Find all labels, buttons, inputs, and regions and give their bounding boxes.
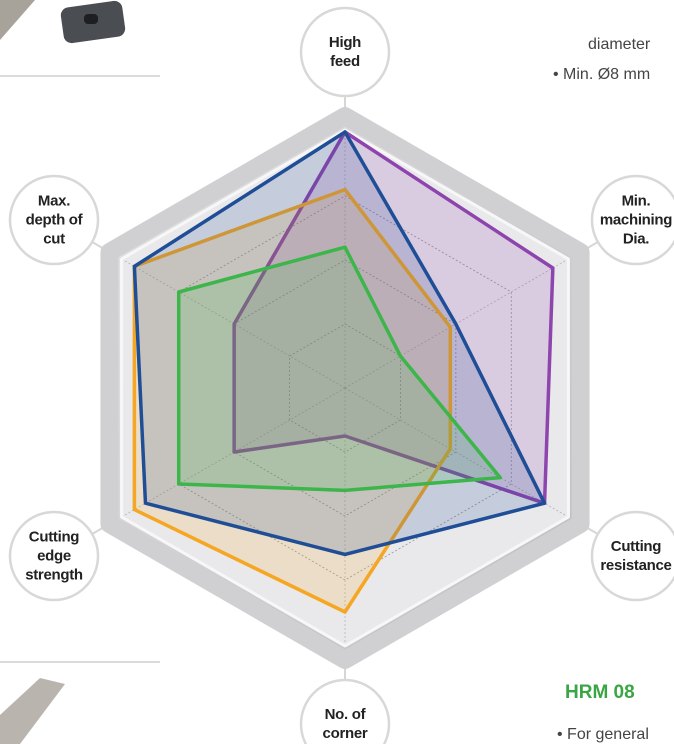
tool-photo [0,0,35,40]
label-circle [8,174,100,266]
label-circle [590,510,674,602]
insert-hole [84,14,98,24]
tool-photo [0,678,65,744]
axis-label: Cutting resistance [600,538,672,574]
label-circle [8,510,100,602]
series-area [132,130,547,557]
series-area [176,245,502,493]
axis-label: No. of corner [322,706,368,742]
axis-label: High feed [328,34,362,70]
model-title: HRM 08 [565,682,635,703]
side-text: diameter [588,36,651,53]
axis-label: Max. depth of cut [25,192,83,248]
label-circle [299,678,391,744]
label-circle [590,174,674,266]
side-text: • Min. Ø8 mm [553,66,651,83]
label-circle [299,6,391,98]
side-text: • For general [557,726,649,743]
series-area [232,130,555,505]
axis-label: Min. machining Dia. [599,192,673,248]
axis-label: Cutting edge strength [25,528,83,584]
inner-spoke [344,387,567,517]
